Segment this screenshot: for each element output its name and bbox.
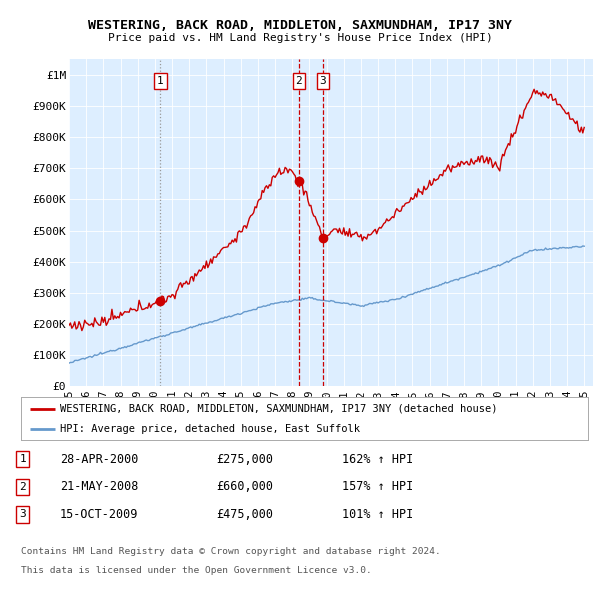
Text: £660,000: £660,000 bbox=[216, 480, 273, 493]
Text: Contains HM Land Registry data © Crown copyright and database right 2024.: Contains HM Land Registry data © Crown c… bbox=[21, 547, 441, 556]
Text: 1: 1 bbox=[157, 76, 164, 86]
Text: 157% ↑ HPI: 157% ↑ HPI bbox=[342, 480, 413, 493]
Text: 1: 1 bbox=[19, 454, 26, 464]
Text: 101% ↑ HPI: 101% ↑ HPI bbox=[342, 508, 413, 521]
Text: 15-OCT-2009: 15-OCT-2009 bbox=[60, 508, 139, 521]
Text: 3: 3 bbox=[19, 510, 26, 519]
Text: £475,000: £475,000 bbox=[216, 508, 273, 521]
Text: 3: 3 bbox=[320, 76, 326, 86]
Text: HPI: Average price, detached house, East Suffolk: HPI: Average price, detached house, East… bbox=[59, 424, 359, 434]
Text: 162% ↑ HPI: 162% ↑ HPI bbox=[342, 453, 413, 466]
Text: 28-APR-2000: 28-APR-2000 bbox=[60, 453, 139, 466]
Text: This data is licensed under the Open Government Licence v3.0.: This data is licensed under the Open Gov… bbox=[21, 566, 372, 575]
Text: 21-MAY-2008: 21-MAY-2008 bbox=[60, 480, 139, 493]
Text: WESTERING, BACK ROAD, MIDDLETON, SAXMUNDHAM, IP17 3NY (detached house): WESTERING, BACK ROAD, MIDDLETON, SAXMUND… bbox=[59, 404, 497, 414]
Text: Price paid vs. HM Land Registry's House Price Index (HPI): Price paid vs. HM Land Registry's House … bbox=[107, 33, 493, 43]
Text: 2: 2 bbox=[295, 76, 302, 86]
Text: £275,000: £275,000 bbox=[216, 453, 273, 466]
Text: WESTERING, BACK ROAD, MIDDLETON, SAXMUNDHAM, IP17 3NY: WESTERING, BACK ROAD, MIDDLETON, SAXMUND… bbox=[88, 19, 512, 32]
Text: 2: 2 bbox=[19, 482, 26, 491]
